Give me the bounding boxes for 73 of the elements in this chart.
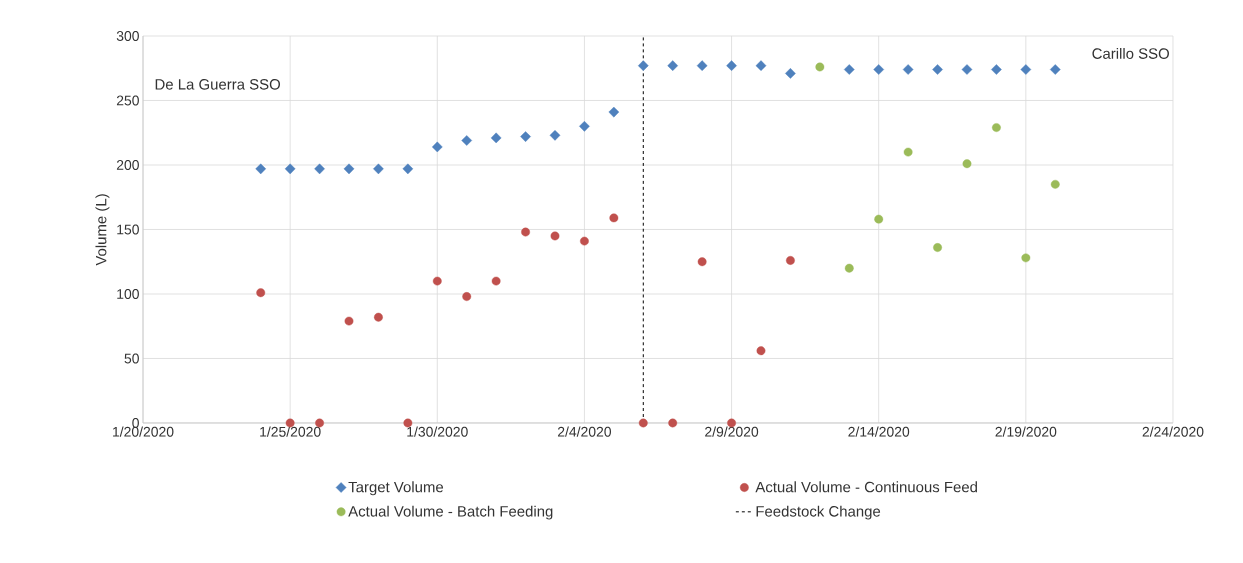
point — [932, 64, 943, 75]
y-tick-label: 150 — [117, 224, 139, 235]
point — [579, 120, 590, 132]
x-tick-label: 2/4/2020 — [557, 426, 612, 437]
point — [668, 418, 678, 428]
point — [549, 130, 561, 141]
point — [490, 132, 502, 144]
point — [580, 236, 589, 246]
point — [785, 68, 796, 79]
point — [520, 131, 531, 142]
point — [374, 312, 383, 322]
legend-label: Actual Volume - Batch Feeding — [348, 505, 553, 520]
point — [786, 256, 795, 265]
point — [874, 214, 884, 224]
x-tick-label: 2/9/2020 — [705, 426, 759, 437]
point — [343, 163, 355, 175]
point — [637, 60, 649, 71]
point — [697, 257, 707, 267]
point — [609, 213, 619, 223]
point — [638, 418, 648, 428]
point — [1050, 179, 1060, 189]
point — [550, 231, 560, 241]
x-tick-label: 1/30/2020 — [407, 426, 468, 437]
point — [608, 106, 620, 118]
y-tick-label: 200 — [116, 160, 139, 170]
point — [843, 64, 855, 75]
annotation: Carillo SSO — [1092, 47, 1169, 59]
point — [756, 346, 766, 356]
point — [256, 288, 266, 298]
legend-label: Target Volume — [348, 481, 444, 496]
point — [815, 62, 825, 72]
point — [491, 276, 501, 286]
point — [1049, 64, 1061, 75]
point — [755, 60, 767, 71]
point — [521, 227, 530, 237]
point — [667, 60, 678, 71]
y-tick-label: 100 — [117, 289, 139, 299]
y-tick-label: 0 — [132, 418, 139, 428]
x-tick-label: 2/24/2020 — [1142, 426, 1204, 437]
point — [844, 263, 854, 273]
y-tick-label: 300 — [116, 31, 139, 41]
x-tick-label: 2/19/2020 — [995, 426, 1057, 437]
point — [314, 163, 325, 175]
point — [284, 163, 296, 175]
annotation: De La Guerra SSO — [155, 79, 281, 90]
point — [255, 163, 267, 175]
point — [873, 64, 884, 75]
legend-label: Actual Volume - Continuous Feed — [755, 481, 977, 493]
point — [933, 243, 942, 252]
point — [373, 163, 384, 175]
point — [961, 64, 973, 75]
point — [1021, 253, 1031, 263]
point — [902, 64, 914, 75]
x-tick-label: 1/25/2020 — [260, 426, 321, 437]
point — [991, 64, 1002, 75]
point — [432, 276, 442, 286]
point — [462, 292, 472, 301]
point — [461, 135, 473, 146]
legend-label: Feedstock Change — [756, 505, 881, 520]
y-axis-title: Volume (L) — [95, 194, 110, 266]
point — [903, 147, 913, 157]
y-tick-label: 50 — [124, 353, 139, 364]
x-tick-label: 2/14/2020 — [848, 426, 910, 437]
point — [962, 159, 972, 169]
point — [726, 60, 737, 71]
point — [344, 316, 354, 326]
point — [402, 163, 414, 175]
point — [432, 141, 443, 153]
x-tick-label: 1/20/2020 — [113, 426, 174, 437]
point — [696, 60, 708, 71]
point — [992, 123, 1001, 132]
point — [1020, 64, 1032, 75]
y-tick-label: 250 — [116, 95, 139, 106]
